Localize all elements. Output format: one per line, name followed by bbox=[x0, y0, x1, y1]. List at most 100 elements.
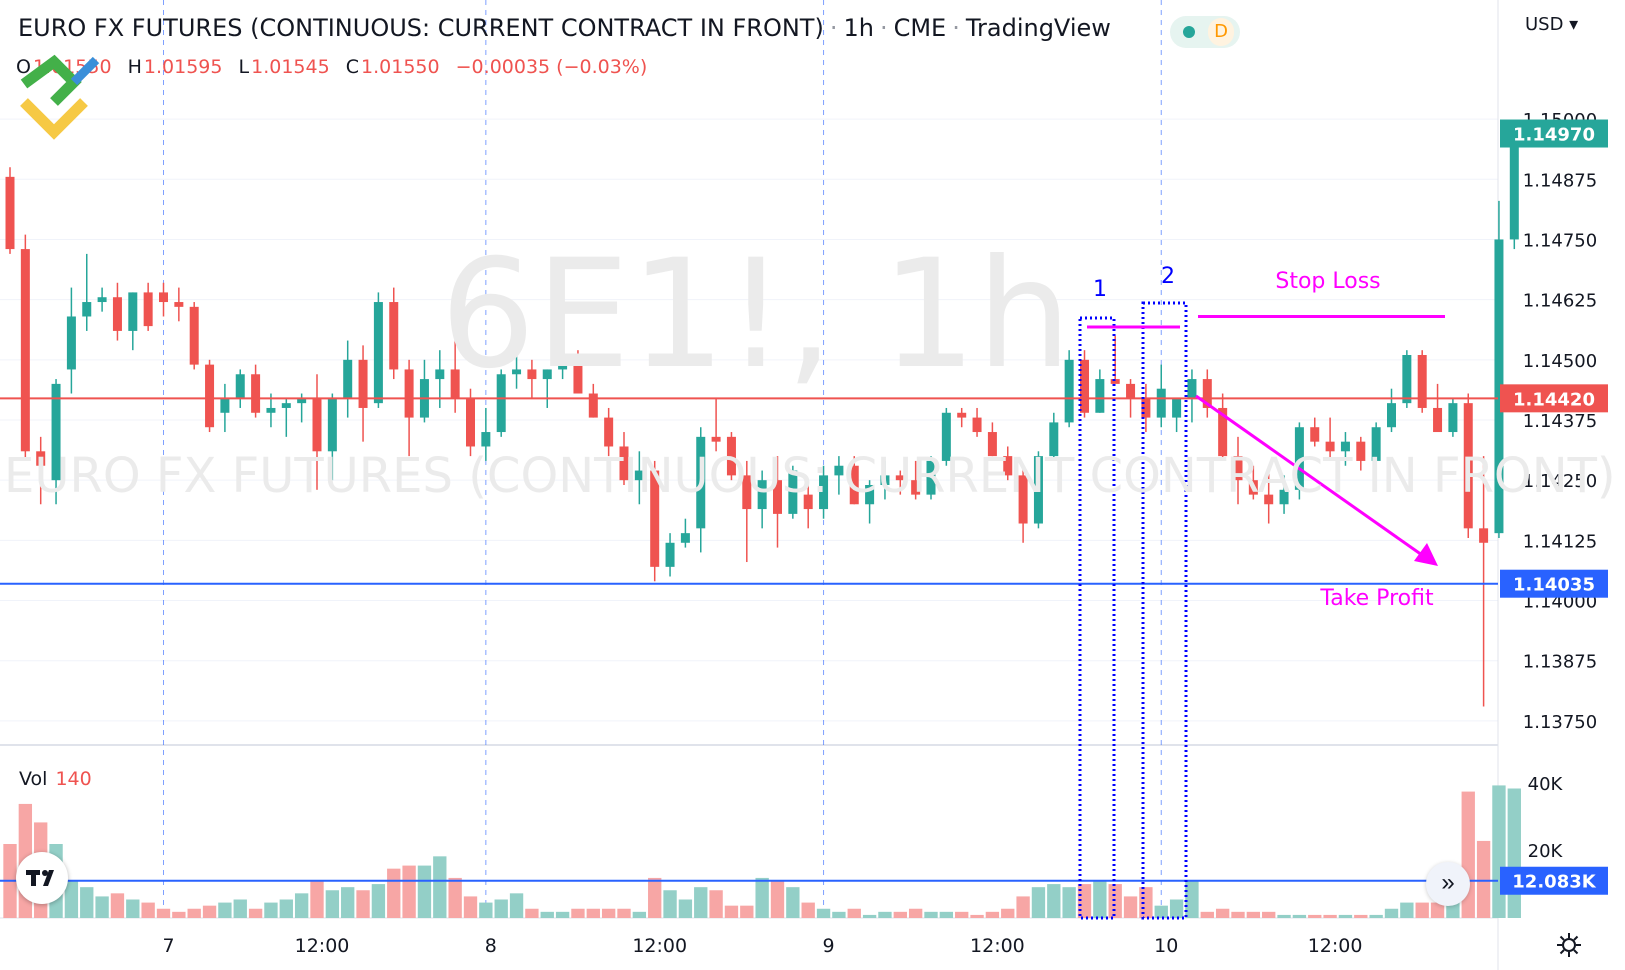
volume-bar bbox=[310, 881, 324, 918]
change-value: −0.00035 (−0.03%) bbox=[455, 56, 648, 78]
take-profit-arrowhead bbox=[1414, 543, 1438, 566]
brand-logo-icon bbox=[20, 54, 100, 140]
candle-body bbox=[51, 383, 61, 481]
volume-bar bbox=[1016, 896, 1030, 918]
watermark-symbol: 6E1!, 1h bbox=[440, 228, 1072, 402]
candle-body bbox=[1141, 398, 1151, 418]
candle-body bbox=[1417, 355, 1427, 408]
candle-body bbox=[174, 302, 184, 307]
volume-bar bbox=[95, 896, 109, 918]
volume-bar bbox=[1139, 887, 1153, 918]
volume-bar bbox=[678, 899, 693, 918]
candle-body bbox=[1494, 239, 1504, 534]
volume-bar bbox=[1108, 884, 1122, 918]
volume-bar bbox=[786, 887, 800, 918]
candle-body bbox=[542, 369, 552, 380]
volume-bar bbox=[341, 887, 355, 918]
candle-body bbox=[665, 542, 675, 567]
settings-gear-icon[interactable] bbox=[1554, 930, 1584, 960]
low-key: L bbox=[238, 56, 250, 78]
volume-bar bbox=[1154, 905, 1168, 918]
volume-bar bbox=[141, 902, 155, 918]
volume-bar bbox=[1200, 911, 1214, 918]
candle-body bbox=[941, 412, 951, 461]
volume-bar bbox=[908, 908, 923, 918]
volume-bar bbox=[648, 877, 662, 918]
candle-body bbox=[189, 306, 199, 365]
candle-body bbox=[680, 533, 690, 543]
price-tick-label: 1.14375 bbox=[1523, 411, 1597, 432]
candle-body bbox=[496, 374, 506, 433]
candle-body bbox=[911, 480, 921, 495]
delayed-badge[interactable]: D bbox=[1208, 18, 1234, 46]
volume-value: 140 bbox=[55, 768, 92, 790]
candle-body bbox=[36, 451, 46, 466]
candle-body bbox=[880, 475, 890, 485]
volume-bar bbox=[1308, 914, 1322, 918]
candle-body bbox=[1279, 489, 1289, 505]
last-price-badge-bg bbox=[1500, 119, 1608, 148]
volume-bar bbox=[1323, 914, 1337, 918]
take-profit-arrow-shaft bbox=[1195, 394, 1423, 557]
candle-body bbox=[803, 494, 813, 510]
volume-bar bbox=[325, 890, 340, 918]
volume-bar bbox=[448, 877, 462, 918]
candle-body bbox=[711, 436, 721, 442]
candle-body bbox=[926, 460, 936, 495]
time-tick-label: 10 bbox=[1154, 935, 1178, 957]
volume-bar bbox=[893, 911, 907, 918]
candle-body bbox=[1003, 456, 1013, 476]
volume-bar bbox=[387, 868, 401, 918]
candle-body bbox=[588, 393, 598, 418]
volume-bar bbox=[1492, 785, 1506, 918]
candle-body bbox=[205, 364, 215, 428]
low-value: 1.01545 bbox=[251, 56, 330, 78]
price-tick-label: 1.14125 bbox=[1523, 531, 1597, 552]
price-tick-label: 1.13750 bbox=[1523, 712, 1597, 733]
last-price-badge: 1.14970 bbox=[1513, 125, 1595, 146]
currency-selector[interactable]: USD ▾ bbox=[1525, 14, 1579, 35]
volume-bar bbox=[417, 865, 432, 918]
interval-label[interactable]: 1h bbox=[843, 14, 874, 42]
price-tick-label: 1.14500 bbox=[1523, 351, 1597, 372]
volume-bar bbox=[433, 856, 447, 918]
close-key: C bbox=[345, 56, 360, 78]
volume-bar bbox=[970, 914, 984, 918]
candle-body bbox=[1294, 427, 1304, 490]
candle-body bbox=[849, 465, 859, 505]
volume-bar bbox=[724, 905, 739, 918]
candle-body bbox=[343, 359, 353, 399]
volume-bar bbox=[371, 884, 386, 918]
candle-body bbox=[97, 297, 107, 303]
volume-bar bbox=[1093, 881, 1107, 918]
candle-body bbox=[619, 446, 629, 481]
volume-bar bbox=[1292, 914, 1307, 918]
time-tick-label: 12:00 bbox=[1308, 935, 1363, 957]
symbol-title[interactable]: EURO FX FUTURES (CONTINUOUS: CURRENT CON… bbox=[18, 14, 824, 42]
candle-body bbox=[358, 359, 368, 408]
time-tick-label: 12:00 bbox=[970, 935, 1025, 957]
candle-body bbox=[128, 292, 138, 331]
chart-header[interactable]: EURO FX FUTURES (CONTINUOUS: CURRENT CON… bbox=[18, 14, 1111, 42]
volume-bar bbox=[172, 911, 186, 918]
candle-body bbox=[1433, 407, 1443, 433]
support-price-badge: 1.14035 bbox=[1513, 575, 1595, 596]
tradingview-logo-icon[interactable] bbox=[16, 852, 68, 904]
candle-body bbox=[1371, 427, 1381, 461]
volume-bar bbox=[540, 911, 554, 918]
volume-bar bbox=[294, 893, 309, 918]
candle-body bbox=[773, 480, 782, 514]
volume-bar bbox=[555, 911, 570, 918]
time-tick-label: 7 bbox=[162, 935, 174, 957]
candle-body bbox=[404, 369, 414, 418]
volume-bar bbox=[847, 908, 861, 918]
pattern-box-1 bbox=[1078, 316, 1116, 920]
volume-bar bbox=[816, 908, 831, 918]
candle-body bbox=[312, 398, 322, 452]
scroll-to-realtime-button[interactable]: » bbox=[1426, 862, 1470, 906]
candle-body bbox=[895, 475, 905, 481]
price-tick-label: 1.14250 bbox=[1523, 471, 1597, 492]
volume-bar bbox=[663, 890, 677, 918]
candle-body bbox=[373, 302, 383, 404]
